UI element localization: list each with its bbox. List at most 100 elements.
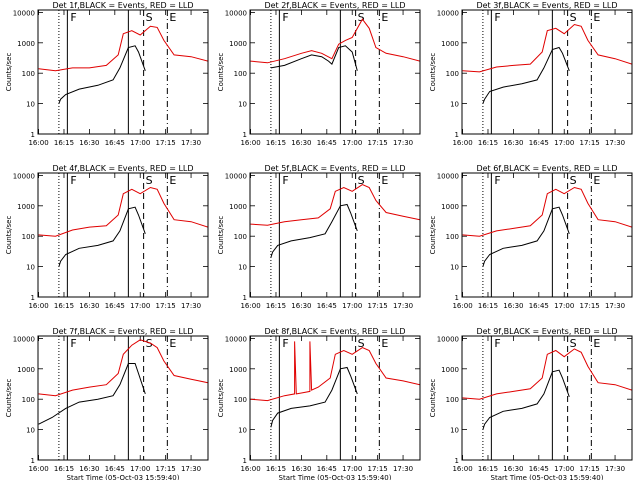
y-tick-label: 10	[238, 427, 247, 435]
panel-det-2: Det 2f,BLACK = Events, RED = LLD 1 10 100 10…	[217, 1, 421, 147]
marker-label-E: E	[169, 11, 176, 24]
y-tick-label: 100	[22, 233, 35, 241]
y-tick-label: 1	[455, 294, 459, 302]
y-tick-label: 100	[446, 396, 459, 404]
marker-label-F: F	[70, 174, 76, 187]
lld-series-line	[250, 18, 420, 64]
plot-frame	[249, 335, 421, 461]
y-axis-label: Counts/sec	[5, 216, 13, 255]
x-tick-label: 17:15	[580, 302, 600, 310]
marker-label-E: E	[169, 174, 176, 187]
panel-det-1: Det 1f,BLACK = Events, RED = LLD 1 10 100 10…	[5, 1, 209, 147]
y-tick-label: 10	[238, 264, 247, 272]
y-axis-label: Counts/sec	[5, 379, 13, 418]
panel-det-9: Det 9f,BLACK = Events, RED = LLD 1 10 100 10…	[429, 327, 633, 482]
x-tick-label: 16:15	[266, 465, 286, 473]
x-tick-label: 16:15	[478, 139, 498, 147]
x-tick-label: 17:00	[554, 302, 574, 310]
y-tick-label: 10	[26, 264, 35, 272]
x-tick-label: 16:00	[28, 302, 48, 310]
y-tick-label: 10000	[13, 9, 35, 17]
panel-det-6: Det 6f,BLACK = Events, RED = LLD 1 10 100 10…	[429, 164, 633, 310]
x-tick-label: 16:00	[28, 465, 48, 473]
y-tick-label: 1000	[17, 40, 35, 48]
x-tick-label: 16:45	[105, 302, 125, 310]
panel-title: Det 3f,BLACK = Events, RED = LLD	[476, 1, 617, 10]
marker-label-E: E	[381, 11, 388, 24]
lld-series-line	[38, 25, 208, 72]
x-tick-label: 16:30	[503, 302, 523, 310]
x-tick-label: 16:15	[266, 302, 286, 310]
plot-frame	[249, 172, 421, 298]
x-tick-label: 16:45	[105, 465, 125, 473]
x-tick-label: 17:00	[554, 465, 574, 473]
x-tick-label: 17:30	[393, 302, 413, 310]
panel-title: Det 1f,BLACK = Events, RED = LLD	[52, 1, 193, 10]
marker-label-F: F	[70, 11, 76, 24]
x-tick-label: 17:00	[130, 139, 150, 147]
x-tick-label: 17:15	[580, 465, 600, 473]
marker-label-S: S	[358, 337, 365, 350]
panel-title: Det 8f,BLACK = Events, RED = LLD	[264, 327, 405, 336]
panel-det-8: Det 8f,BLACK = Events, RED = LLD 1 10 100 10…	[217, 327, 421, 482]
marker-label-S: S	[358, 11, 365, 24]
y-tick-label: 10	[26, 101, 35, 109]
marker-label-S: S	[570, 11, 577, 24]
x-tick-label: 17:15	[156, 465, 176, 473]
y-tick-label: 1	[243, 294, 247, 302]
panel-det-7: Det 7f,BLACK = Events, RED = LLD 1 10 100 10…	[5, 327, 209, 482]
y-tick-label: 100	[22, 70, 35, 78]
y-tick-label: 1	[243, 131, 247, 139]
x-axis-label: Start Time (05-Oct-03 15:59:40)	[491, 474, 604, 480]
y-tick-label: 10000	[225, 335, 247, 343]
y-tick-label: 10000	[13, 335, 35, 343]
plot-frame	[461, 9, 633, 135]
panel-title: Det 2f,BLACK = Events, RED = LLD	[264, 1, 405, 10]
events-series-line	[482, 369, 570, 430]
panel-title: Det 7f,BLACK = Events, RED = LLD	[52, 327, 193, 336]
x-tick-label: 16:30	[291, 302, 311, 310]
lld-series-line	[462, 186, 632, 237]
x-tick-label: 17:00	[342, 465, 362, 473]
x-tick-label: 17:30	[181, 302, 201, 310]
x-tick-label: 16:15	[54, 139, 74, 147]
y-axis-label: Counts/sec	[217, 379, 225, 418]
x-tick-label: 17:15	[156, 302, 176, 310]
x-tick-label: 16:15	[478, 302, 498, 310]
marker-label-S: S	[146, 174, 153, 187]
events-series-line	[482, 206, 570, 267]
y-axis-label: Counts/sec	[429, 379, 437, 418]
x-tick-label: 16:15	[266, 139, 286, 147]
x-tick-label: 17:30	[181, 139, 201, 147]
x-tick-label: 16:00	[240, 302, 260, 310]
plot-frame	[461, 335, 633, 461]
x-tick-label: 16:00	[28, 139, 48, 147]
lld-series-line	[250, 184, 420, 226]
marker-label-E: E	[593, 11, 600, 24]
marker-label-F: F	[282, 174, 288, 187]
x-tick-label: 17:00	[130, 465, 150, 473]
marker-label-F: F	[282, 11, 288, 24]
y-tick-label: 10	[238, 101, 247, 109]
events-series-line	[482, 46, 570, 104]
y-tick-label: 10	[26, 427, 35, 435]
y-tick-label: 100	[234, 396, 247, 404]
x-tick-label: 17:30	[605, 139, 625, 147]
marker-label-E: E	[593, 174, 600, 187]
x-tick-label: 16:30	[79, 465, 99, 473]
x-tick-label: 17:00	[342, 302, 362, 310]
marker-label-F: F	[494, 337, 500, 350]
y-tick-label: 10000	[225, 172, 247, 180]
y-tick-label: 100	[234, 233, 247, 241]
y-tick-label: 10000	[13, 172, 35, 180]
marker-label-S: S	[146, 337, 153, 350]
x-tick-label: 16:30	[291, 465, 311, 473]
x-tick-label: 17:30	[605, 465, 625, 473]
